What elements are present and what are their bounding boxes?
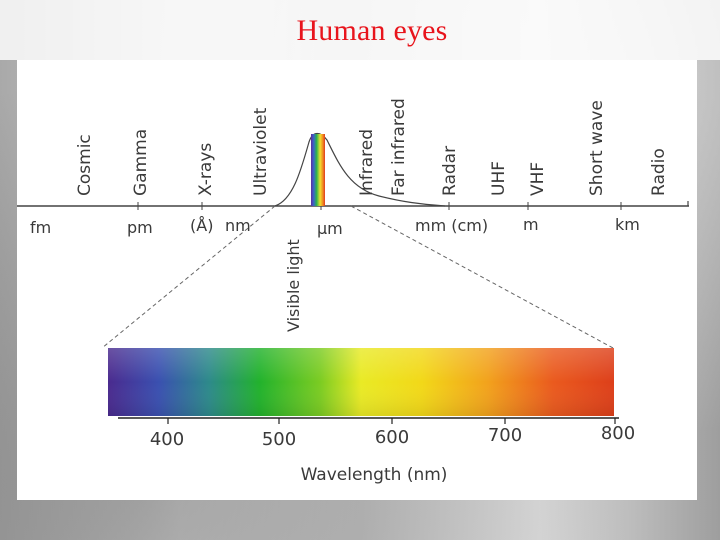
region-labels: Cosmic Gamma X-rays Ultraviolet Infrared… <box>75 98 669 196</box>
region-label-ultraviolet: Ultraviolet <box>251 107 271 196</box>
wavelength-tick-labels: 400 500 600 700 800 <box>150 423 635 450</box>
unit-label-pm: pm <box>127 218 153 237</box>
unit-label-um: μm <box>317 219 343 238</box>
projection-line-left <box>101 205 276 349</box>
wavelength-axis-label: Wavelength (nm) <box>301 465 448 485</box>
tick-label-500: 500 <box>262 429 296 450</box>
unit-label-angstrom: (Å) <box>190 216 213 235</box>
wavelength-ticks <box>167 418 616 424</box>
region-label-cosmic: Cosmic <box>75 134 95 196</box>
visible-light-label: Visible light <box>284 239 303 332</box>
region-label-short-wave: Short wave <box>587 100 607 196</box>
region-label-xrays: X-rays <box>196 143 216 196</box>
slide-title: Human eyes <box>296 14 448 47</box>
spectrum-diagram-panel: Cosmic Gamma X-rays Ultraviolet Infrared… <box>17 60 697 500</box>
unit-label-fm: fm <box>30 218 51 237</box>
tick-label-800: 800 <box>601 423 635 444</box>
sensitivity-curve <box>274 132 446 207</box>
unit-labels: fm pm (Å) nm μm mm (cm) m km <box>30 215 640 238</box>
region-label-uhf: UHF <box>489 161 509 196</box>
unit-label-km: km <box>615 215 640 234</box>
region-label-vhf: VHF <box>528 162 548 196</box>
unit-label-m: m <box>523 215 539 234</box>
unit-label-mm-cm: mm (cm) <box>415 216 488 235</box>
bar-shading <box>108 348 614 416</box>
tick-label-400: 400 <box>150 429 184 450</box>
tick-label-600: 600 <box>375 427 409 448</box>
region-label-gamma: Gamma <box>131 129 151 196</box>
projection-line-right <box>350 205 614 349</box>
region-label-radar: Radar <box>440 146 460 196</box>
title-band <box>0 0 720 60</box>
spectrum-diagram: Cosmic Gamma X-rays Ultraviolet Infrared… <box>17 98 689 485</box>
region-label-radio: Radio <box>649 148 669 196</box>
visible-band <box>311 134 325 206</box>
tick-label-700: 700 <box>488 425 522 446</box>
unit-label-nm: nm <box>225 216 251 235</box>
region-label-infrared: Infrared <box>357 129 377 196</box>
region-label-far-infrared: Far infrared <box>389 98 409 196</box>
